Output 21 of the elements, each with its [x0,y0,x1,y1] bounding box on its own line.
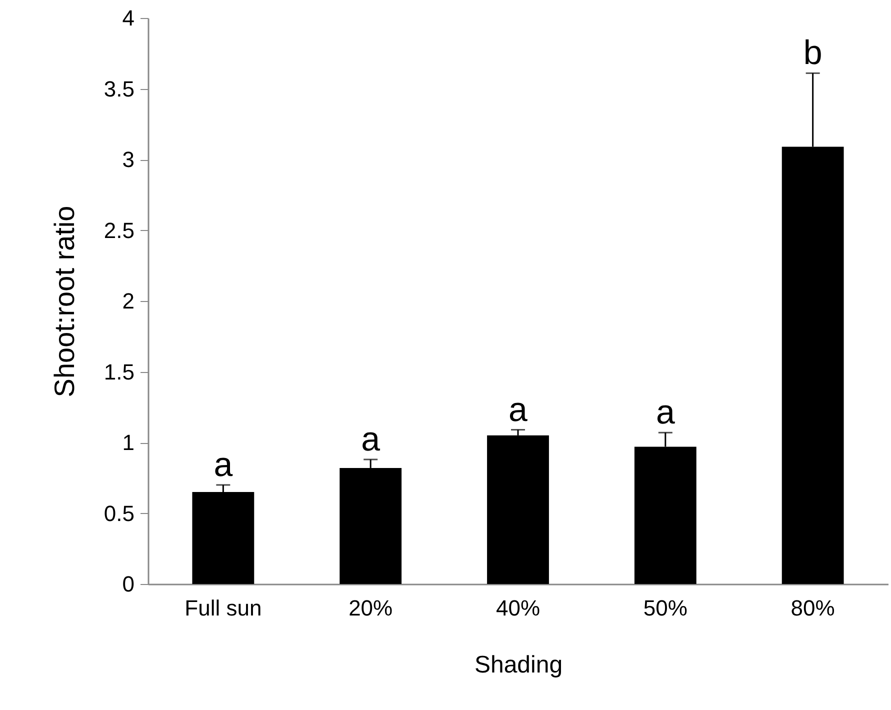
y-tick-label: 2.5 [104,218,134,243]
y-tick-label: 2 [122,288,134,314]
annotation: a [656,394,675,432]
y-tick-label: 3.5 [104,76,134,102]
y-axis-title: Shoot:root ratio [48,206,80,398]
x-tick-label: Full sun [184,596,262,620]
x-tick-label: 20% [348,596,393,620]
y-tick-label: 3 [122,147,134,172]
x-tick-label: 50% [643,596,688,620]
x-tick-label: 80% [790,596,835,620]
x-tick-label: 40% [496,596,540,620]
annotation: a [214,446,233,484]
y-tick-label: 1.5 [104,359,134,384]
y-tick-label: 4 [122,6,134,30]
annotation: a [508,390,528,429]
y-tick-label: 0.5 [104,500,134,526]
annotation: b [803,34,822,72]
y-tick-label: 0 [122,572,134,596]
annotation: a [361,420,380,458]
x-axis-title: Shading [474,652,563,678]
y-tick-label: 1 [122,430,134,455]
